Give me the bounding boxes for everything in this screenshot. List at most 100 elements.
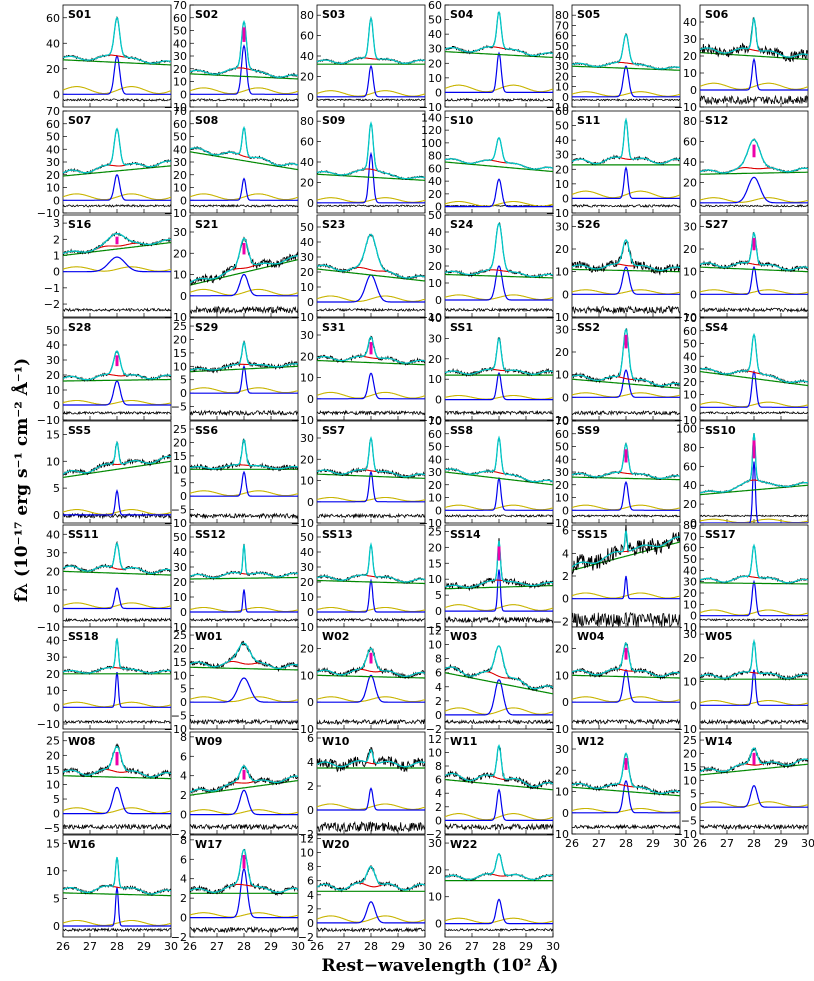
panel-plot-area	[445, 336, 553, 416]
residual-line	[190, 617, 298, 623]
y-tick-label: 5	[53, 892, 60, 905]
panel-label: SS5	[68, 424, 91, 437]
host-component-line	[572, 592, 680, 599]
panel-label: S10	[450, 114, 474, 127]
residual-line	[190, 97, 298, 102]
y-tick-label: 20	[428, 479, 442, 492]
y-tick-label: 10	[428, 72, 442, 85]
residual-line	[572, 305, 680, 315]
y-tick-label: 0	[562, 696, 569, 709]
total-fit-line	[572, 327, 680, 387]
y-tick-label: 50	[428, 441, 442, 454]
y-tick-label: 20	[683, 652, 697, 665]
spectrum-data-line	[63, 743, 171, 779]
y-tick-label: −2	[426, 723, 442, 736]
y-tick-label: 0	[180, 696, 187, 709]
y-tick-label: 10	[555, 492, 569, 505]
spectrum-data-line	[700, 747, 808, 775]
total-fit-line	[317, 16, 425, 64]
y-tick-label: 2	[435, 801, 442, 814]
y-tick-label: 50	[555, 120, 569, 133]
mgii-component-line	[445, 178, 553, 208]
y-tick-label: 0	[53, 88, 60, 101]
panel-label: SS12	[195, 528, 226, 541]
mgii-component-line	[63, 256, 171, 273]
y-tick-label: 40	[683, 479, 697, 492]
y-tick-label: 20	[300, 642, 314, 655]
host-component-line	[63, 509, 171, 515]
y-tick-label: 50	[173, 531, 187, 544]
panel-frame	[699, 110, 809, 214]
y-tick-label: 12	[300, 833, 314, 846]
total-fit-line	[63, 745, 171, 778]
y-tick-label: 0	[690, 288, 697, 301]
panel-plot-area	[700, 433, 808, 523]
mgii-component-line	[572, 480, 680, 511]
host-component-line	[700, 82, 808, 90]
host-component-line	[190, 387, 298, 394]
y-tick-label: 0	[307, 393, 314, 406]
residual-line	[700, 410, 808, 415]
panel-s28: −10 0 10 20 30 40 50 S28	[37, 317, 172, 427]
y-tick-label: 10	[683, 266, 697, 279]
total-fit-line	[445, 222, 553, 278]
y-tick-label: 40	[46, 528, 60, 541]
residual-line	[700, 306, 808, 313]
host-component-line	[445, 504, 553, 511]
residual-line	[572, 823, 680, 830]
panel-plot-area	[190, 340, 298, 417]
mgii-component-line	[317, 787, 425, 811]
panel-w22: 0 10 20 30 W22 26 27 28 29 30	[428, 834, 560, 953]
y-tick-label: 2	[307, 903, 314, 916]
panel-label: SS14	[450, 528, 481, 541]
y-tick-label: 2	[180, 892, 187, 905]
y-tick-label: 0	[180, 809, 187, 822]
y-tick-label: 0	[690, 801, 697, 814]
total-fit-line	[190, 237, 298, 284]
continuum-line	[445, 161, 553, 173]
y-tick-label: 20	[46, 565, 60, 578]
total-fit-line	[700, 638, 808, 679]
residual-line	[445, 718, 553, 725]
y-tick-label: 50	[173, 25, 187, 38]
y-tick-label: 2	[53, 233, 60, 246]
y-tick-label: 30	[173, 561, 187, 574]
panel-plot-area	[317, 864, 425, 933]
total-fit-line	[190, 544, 298, 579]
panel-plot-area	[700, 231, 808, 313]
host-component-line	[700, 518, 808, 523]
x-tick-label: 27	[465, 940, 479, 953]
y-tick-label: 0	[307, 804, 314, 817]
y-tick-label: 70	[683, 530, 697, 543]
panel-label: SS11	[68, 528, 99, 541]
mgii-component-line	[700, 579, 808, 617]
panel-plot-area	[700, 138, 808, 208]
x-tick-label: 29	[264, 940, 278, 953]
y-tick-label: −5	[681, 815, 697, 828]
mgii-component-line	[700, 57, 808, 91]
total-fit-line	[190, 19, 298, 78]
y-tick-label: 0	[435, 86, 442, 99]
host-component-line	[700, 401, 808, 408]
residual-line	[190, 305, 298, 315]
y-tick-label: 20	[300, 576, 314, 589]
continuum-line	[190, 73, 298, 80]
y-tick-label: 30	[300, 251, 314, 264]
residual-line	[572, 718, 680, 726]
y-tick-label: 30	[683, 33, 697, 46]
y-tick-label: 30	[46, 156, 60, 169]
total-fit-line	[317, 436, 425, 478]
panel-plot-area	[572, 239, 680, 315]
panel-label: SS18	[68, 630, 99, 643]
y-tick-label: 30	[428, 837, 442, 850]
y-tick-label: 0	[690, 517, 697, 530]
panel-label: SS15	[577, 528, 608, 541]
y-tick-label: 60	[428, 0, 442, 12]
y-tick-label: 30	[46, 651, 60, 664]
panel-label: W09	[195, 735, 222, 748]
y-tick-label: 10	[46, 384, 60, 397]
y-tick-label: 30	[46, 354, 60, 367]
